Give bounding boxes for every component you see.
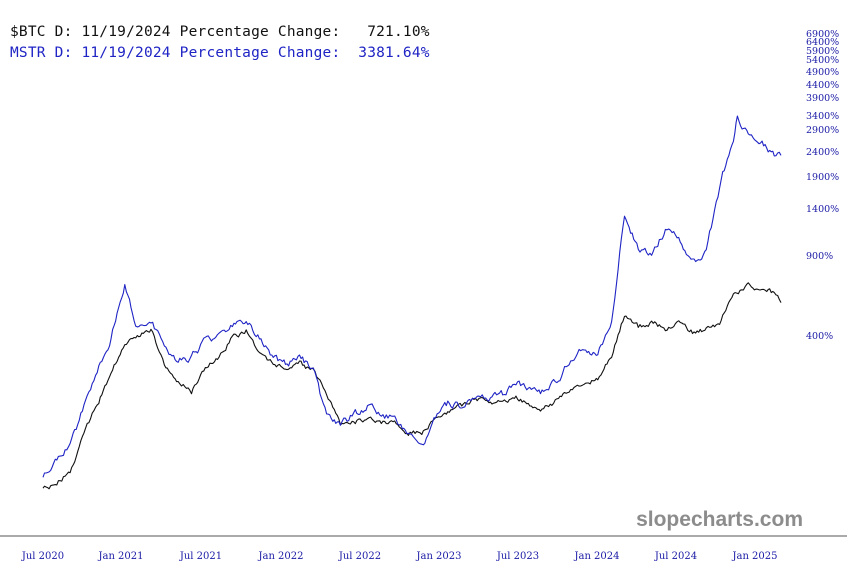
- y-tick-label: 400%: [806, 331, 833, 342]
- x-tick-label: Jul 2020: [21, 551, 64, 562]
- x-tick-label: Jan 2024: [573, 551, 619, 562]
- y-tick-label: 5900%: [806, 46, 839, 57]
- y-tick-label: 900%: [806, 251, 833, 262]
- y-tick-label: 4900%: [806, 67, 839, 78]
- watermark: slopecharts.com: [636, 508, 803, 531]
- y-tick-label: 1400%: [806, 204, 839, 215]
- x-tick-label: Jul 2022: [338, 551, 381, 562]
- y-tick-label: 2900%: [806, 125, 839, 136]
- mstr-percentage-change-label: MSTR D: 11/19/2024 Percentage Change: 33…: [10, 45, 430, 61]
- y-tick-label: 6900%: [806, 29, 839, 40]
- btc-percentage-change-label: $BTC D: 11/19/2024 Percentage Change: 72…: [10, 24, 430, 40]
- x-tick-label: Jul 2024: [654, 551, 697, 562]
- x-tick-label: Jan 2021: [97, 551, 143, 562]
- y-tick-label: 6400%: [806, 37, 839, 48]
- btc-series-line: [42, 282, 782, 490]
- y-tick-label: 5400%: [806, 55, 839, 66]
- y-tick-label: 2400%: [806, 147, 839, 158]
- y-tick-label: 3900%: [806, 93, 839, 104]
- y-tick-label: 1900%: [806, 172, 839, 183]
- x-axis-ticks: Jul 2020 Jan 2021 Jul 2021 Jan 2022 Jul 2022…: [21, 551, 778, 562]
- x-tick-label: Jul 2021: [179, 551, 222, 562]
- series-group: [42, 115, 782, 490]
- y-tick-label: 4400%: [806, 80, 839, 91]
- y-tick-label: 3400%: [806, 111, 839, 122]
- x-tick-label: Jan 2025: [731, 551, 777, 562]
- mstr-series-line: [42, 115, 782, 478]
- x-tick-label: Jan 2022: [257, 551, 303, 562]
- x-tick-label: Jul 2023: [496, 551, 539, 562]
- y-axis-ticks: 6900%6400%5900%5400%4900% 4400% 3900% 3400%…: [806, 29, 839, 342]
- x-tick-label: Jan 2023: [415, 551, 461, 562]
